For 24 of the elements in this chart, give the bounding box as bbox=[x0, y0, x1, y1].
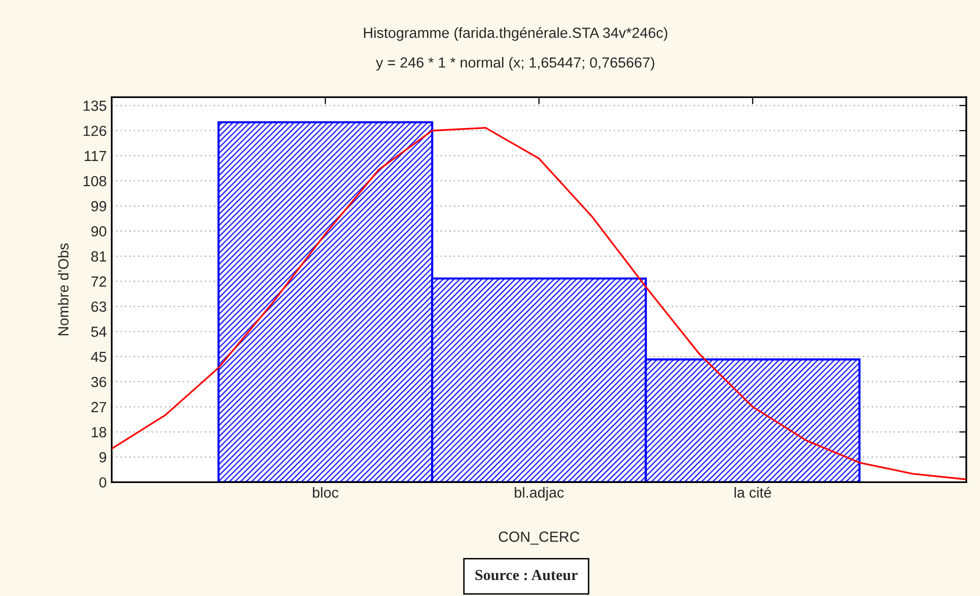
x-tick-label: la cité bbox=[734, 486, 772, 498]
y-tick-label: 117 bbox=[84, 150, 106, 162]
x-tick-label: bloc bbox=[312, 487, 338, 498]
y-tick-label: 36 bbox=[91, 376, 106, 388]
y-tick-label: 72 bbox=[91, 276, 106, 287]
y-tick-label: 63 bbox=[91, 301, 106, 312]
chart-title: Histogramme (farida.thgénérale.STA 34v*246c) bbox=[364, 27, 668, 41]
y-tick-label: 54 bbox=[91, 326, 106, 337]
y-tick-label: 99 bbox=[91, 201, 106, 212]
y-tick-label: 81 bbox=[91, 251, 106, 262]
y-tick-label: 126 bbox=[84, 126, 106, 136]
y-tick-label: 45 bbox=[90, 352, 106, 362]
x-axis-title: CON_CERC bbox=[498, 532, 580, 545]
y-axis-title: Nombre d'Obs bbox=[58, 243, 69, 336]
y-tick-label: 90 bbox=[91, 226, 106, 236]
y-tick-label: 18 bbox=[92, 427, 106, 438]
y-tick-label: 0 bbox=[99, 477, 106, 488]
source-note: Source : Auteur bbox=[475, 570, 578, 580]
y-tick-label: 27 bbox=[91, 402, 106, 412]
y-tick-label: 108 bbox=[84, 176, 106, 186]
y-tick-label: 9 bbox=[99, 452, 106, 462]
chart-subtitle: y = 246 * 1 * normal (x; 1,65447; 0,765667) bbox=[376, 56, 654, 71]
y-tick-label: 135 bbox=[84, 100, 106, 111]
x-tick-label: bl.adjac bbox=[514, 487, 564, 501]
